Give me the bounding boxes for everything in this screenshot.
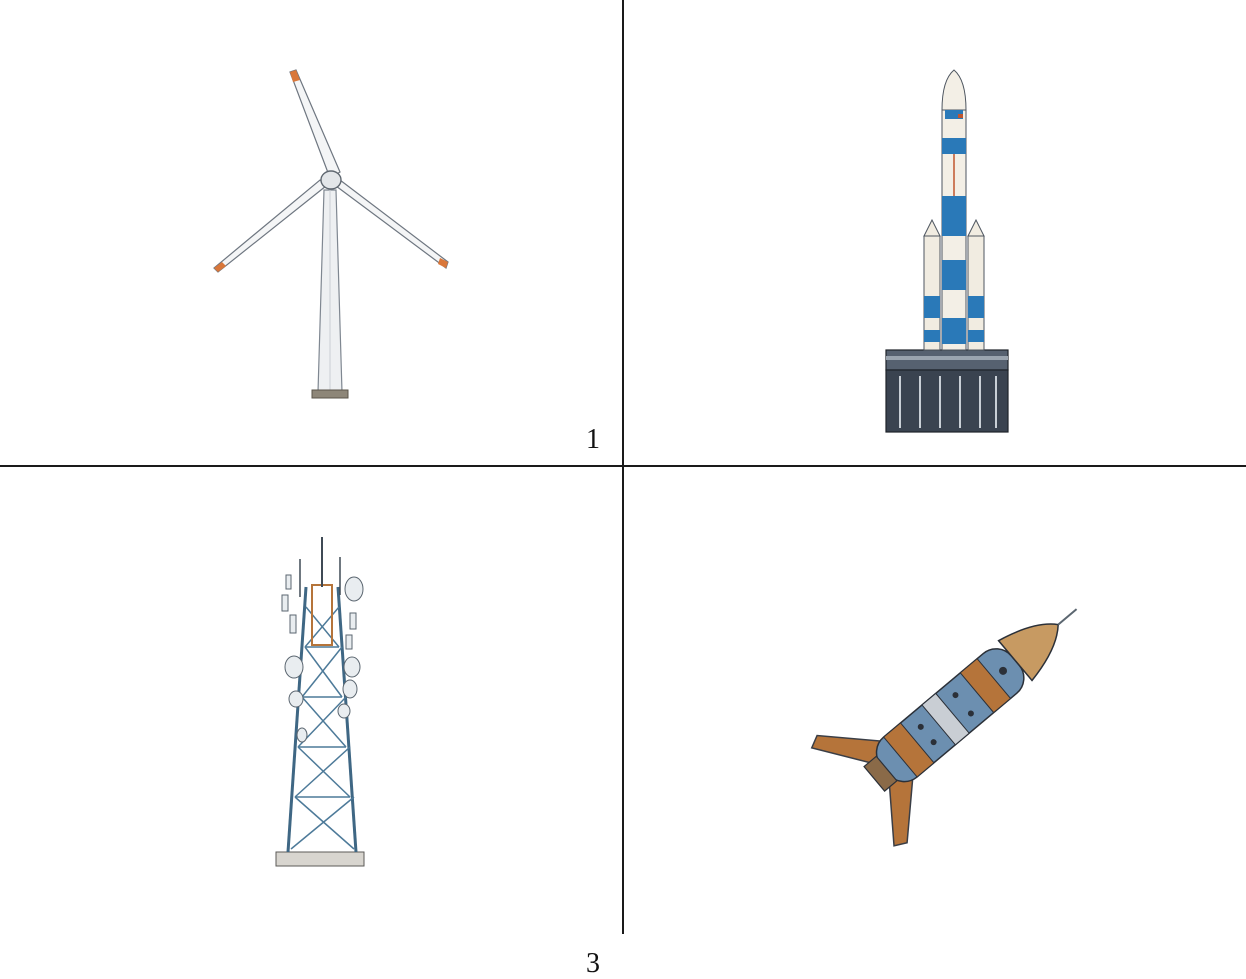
rocket-launchpad-icon xyxy=(885,69,1009,433)
cell-tower-icon xyxy=(275,537,365,867)
panel-2: 2 xyxy=(624,0,1246,465)
horizontal-divider xyxy=(0,465,1246,467)
wind-turbine-icon xyxy=(213,69,449,399)
flying-rocket-icon xyxy=(810,608,1078,847)
panel-3: 3 xyxy=(0,467,622,978)
panel-4: 4 xyxy=(624,467,1246,934)
panel-3-number: 3 xyxy=(586,948,600,979)
panel-1: 1 xyxy=(0,0,622,465)
vertical-divider xyxy=(622,0,624,934)
panel-1-number: 1 xyxy=(586,424,600,455)
